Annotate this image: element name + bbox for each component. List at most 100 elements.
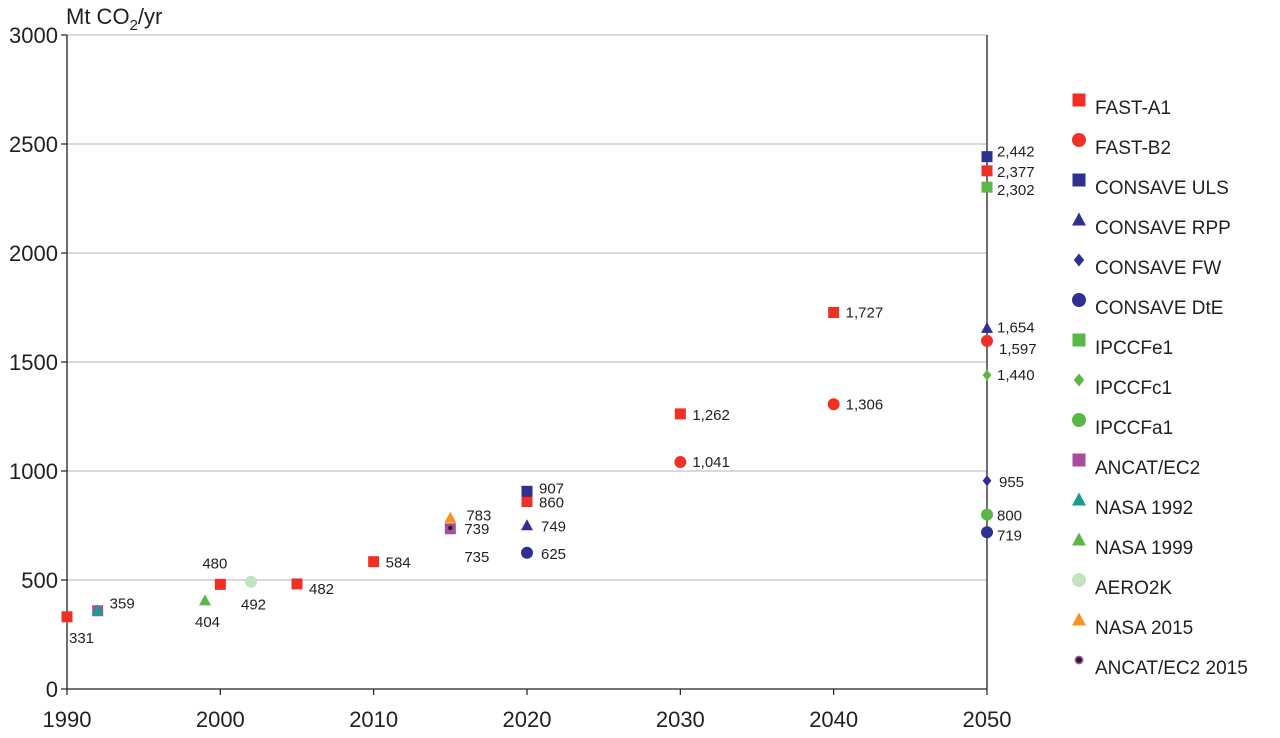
data-point (91, 604, 104, 616)
legend-marker (1073, 253, 1085, 267)
data-points (61, 151, 993, 623)
legend-entry: IPCCFc1 (1095, 378, 1172, 399)
data-point (674, 408, 686, 420)
legend-entry: FAST-A1 (1095, 98, 1171, 119)
legend-entry: ANCAT/EC2 (1095, 458, 1200, 479)
legend-marker (1074, 655, 1084, 665)
grid-lines (67, 34, 987, 581)
legend-marker (1072, 333, 1086, 347)
legend-entry: AERO2K (1095, 578, 1172, 599)
legend-marker (1072, 133, 1086, 147)
y-tick-label: 1000 (9, 459, 58, 484)
data-point (199, 594, 211, 606)
data-point (214, 578, 226, 590)
data-point (521, 496, 533, 508)
data-point (982, 475, 992, 487)
data-point (981, 526, 993, 539)
axes (61, 34, 988, 695)
y-tick-label: 0 (46, 677, 58, 702)
data-point (982, 369, 992, 381)
legend-marker (1072, 612, 1086, 626)
data-label: 404 (195, 614, 220, 631)
legend: FAST-A1 FAST-B2 CONSAVE ULS CONSAVE RPP CONS… (1072, 93, 1248, 679)
x-tick-label: 2010 (349, 707, 398, 732)
data-point (981, 165, 993, 177)
data-label: 800 (997, 508, 1022, 525)
data-point (245, 575, 257, 588)
data-label: 1,306 (846, 396, 884, 413)
data-labels: 331 480 482 584 860 1,262 1,727 2,377 1,041 1,306… (69, 144, 1037, 647)
legend-marker (1072, 413, 1086, 427)
data-label: 739 (464, 521, 489, 538)
data-label: 584 (386, 555, 411, 572)
data-label: 783 (466, 507, 491, 524)
data-label: 955 (999, 474, 1024, 491)
data-label: 907 (539, 480, 564, 497)
data-point (828, 307, 840, 319)
data-point (521, 519, 533, 531)
y-axis-label: Mt CO2/yr (66, 4, 162, 34)
legend-marker (1073, 373, 1085, 387)
y-tick-label: 1500 (9, 350, 58, 375)
y-tick-label: 2000 (9, 241, 58, 266)
data-label: 331 (69, 630, 94, 647)
legend-marker (1072, 93, 1086, 107)
data-point (981, 181, 993, 193)
legend-entry: FAST-B2 (1095, 138, 1171, 159)
legend-entry: CONSAVE ULS (1095, 178, 1229, 199)
data-label: 1,041 (692, 454, 730, 471)
legend-marker (1072, 212, 1086, 226)
x-tick-label: 2050 (963, 707, 1012, 732)
data-label: 860 (539, 495, 564, 512)
legend-entry: NASA 2015 (1095, 618, 1193, 639)
data-label: 735 (464, 549, 489, 566)
legend-marker (1072, 573, 1086, 587)
data-label: 1,440 (997, 367, 1035, 384)
data-point (981, 151, 993, 163)
x-tick-label: 2000 (196, 707, 245, 732)
data-point (981, 334, 993, 347)
data-label: 2,302 (997, 182, 1035, 199)
x-tick-label: 2020 (503, 707, 552, 732)
legend-marker (1072, 173, 1086, 187)
data-point (444, 511, 457, 523)
data-point (446, 524, 455, 532)
data-point (827, 398, 840, 411)
legend-marker (1072, 492, 1086, 506)
data-label: 1,597 (999, 341, 1037, 358)
x-tick-label: 2030 (656, 707, 705, 732)
legend-entry: IPCCFe1 (1095, 338, 1173, 359)
x-tick-label: 1990 (43, 707, 92, 732)
data-point (674, 456, 687, 469)
legend-entry: NASA 1999 (1095, 538, 1193, 559)
data-point (981, 321, 993, 333)
data-point (521, 546, 533, 559)
legend-entry: CONSAVE DtE (1095, 298, 1223, 319)
data-point (291, 578, 303, 590)
data-label: 719 (997, 527, 1022, 544)
data-label: 492 (241, 597, 266, 614)
data-label: 749 (541, 519, 566, 536)
data-label: 1,727 (846, 305, 884, 322)
data-label: 2,442 (997, 144, 1035, 161)
y-tick-label: 500 (21, 568, 58, 593)
data-point (521, 485, 533, 497)
data-label: 2,377 (997, 164, 1035, 181)
x-tick-labels: 1990 2000 2010 2020 2030 2040 2050 (43, 707, 1012, 732)
data-label: 1,654 (997, 319, 1035, 336)
x-tick-label: 2040 (809, 707, 858, 732)
legend-entry: CONSAVE RPP (1095, 218, 1231, 239)
data-point (61, 611, 73, 623)
data-point (981, 508, 993, 521)
data-point (368, 556, 380, 568)
legend-marker (1072, 293, 1086, 307)
legend-entry: ANCAT/EC2 2015 (1095, 658, 1248, 679)
data-label: 480 (202, 555, 227, 572)
y-tick-labels: 0 500 1000 1500 2000 2500 3000 (9, 23, 58, 702)
data-label: 1,262 (692, 407, 730, 424)
legend-marker (1072, 532, 1086, 546)
legend-marker (1072, 453, 1086, 467)
legend-entry: IPCCFa1 (1095, 418, 1173, 439)
legend-entry: CONSAVE FW (1095, 258, 1221, 279)
